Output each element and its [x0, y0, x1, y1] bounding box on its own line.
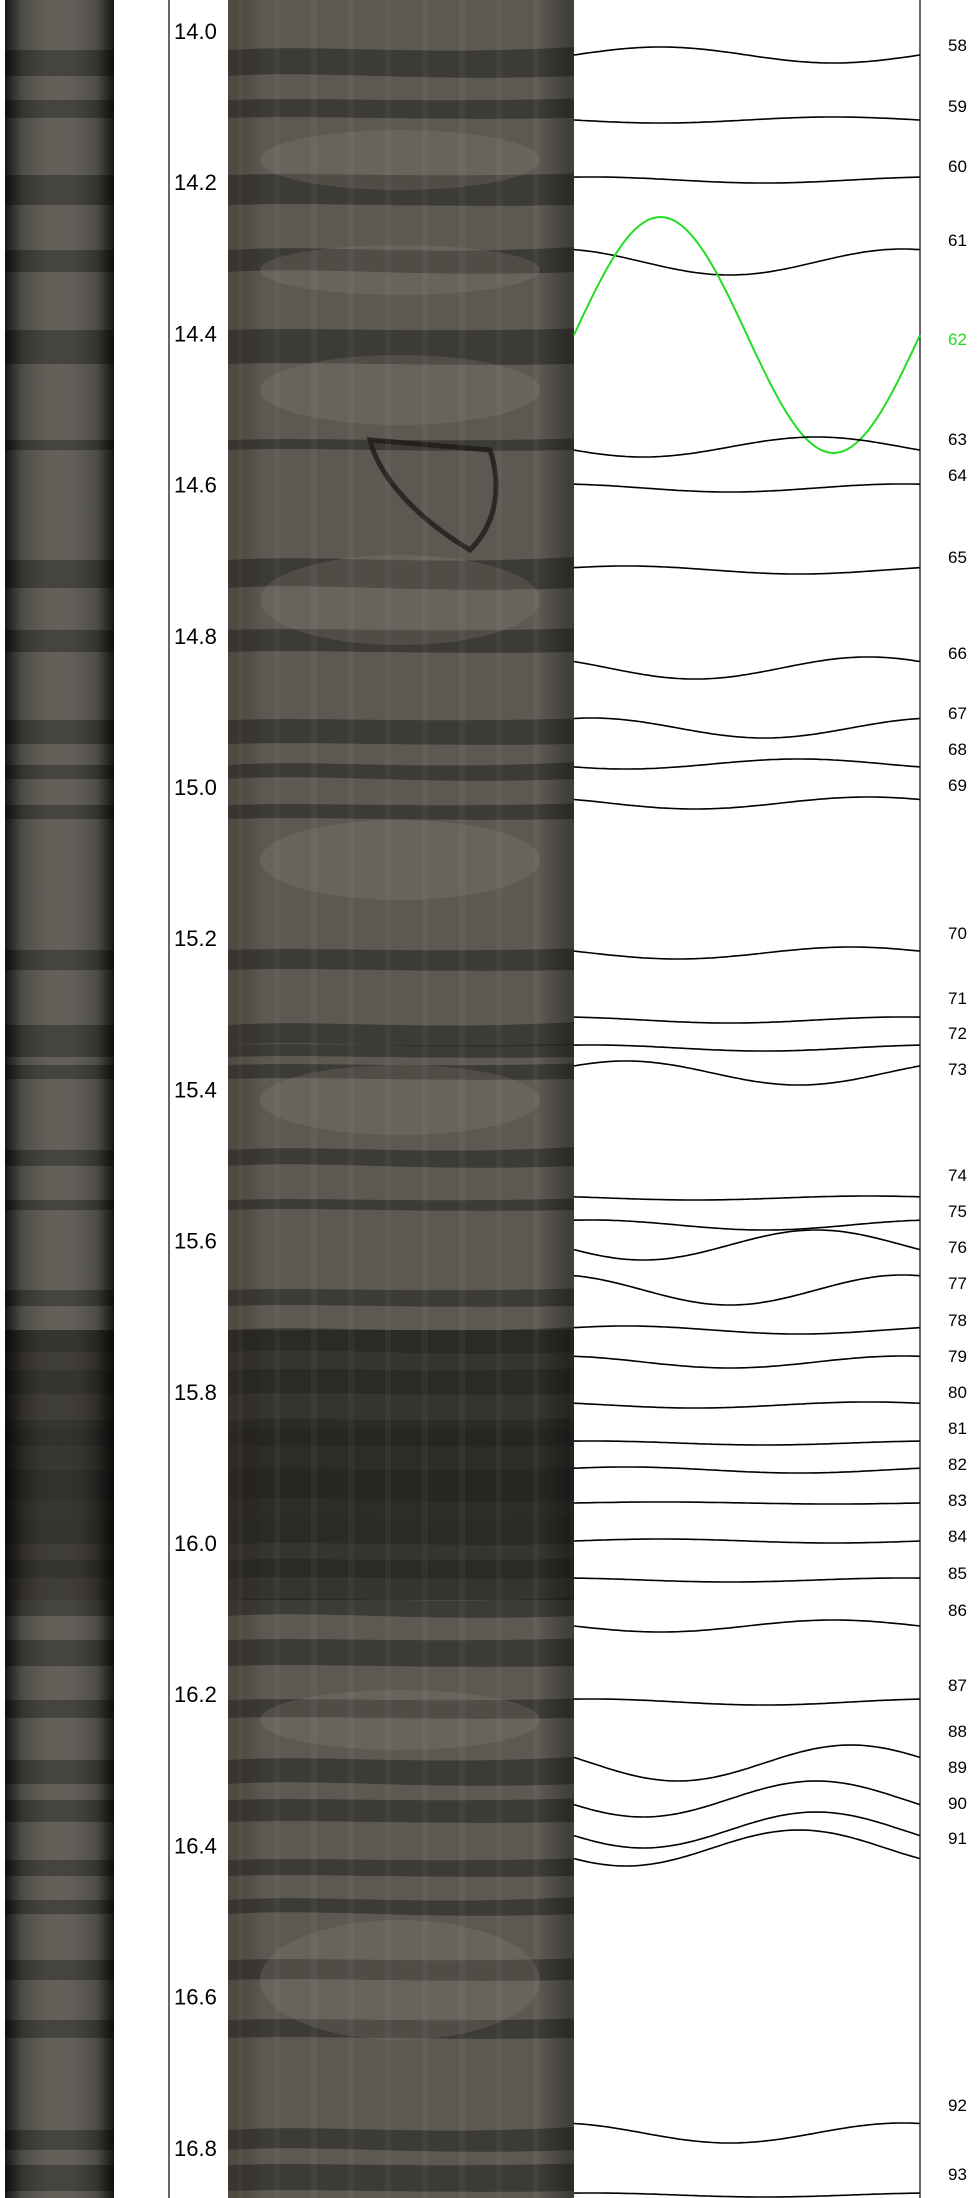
depth-label: 15.8	[174, 1380, 217, 1405]
depth-axis: 14.0 14.2 14.4 14.6 14.8 15.0 15.2 15.4 15.6 15.8…	[168, 0, 217, 2198]
trace-line[interactable]	[573, 1829, 921, 1867]
trace-label: 61	[948, 231, 967, 250]
depth-label: 15.4	[174, 1077, 217, 1102]
trace-line[interactable]	[573, 1355, 921, 1369]
trace-label: 87	[948, 1676, 967, 1695]
trace-line[interactable]	[573, 46, 921, 64]
trace-label: 91	[948, 1829, 967, 1848]
trace-line[interactable]	[573, 2122, 921, 2144]
trace-line[interactable]	[573, 1060, 921, 1086]
trace-line[interactable]	[574, 176, 921, 184]
trace-line[interactable]	[573, 565, 921, 575]
trace-label: 92	[948, 2096, 967, 2115]
trace-line[interactable]	[573, 116, 921, 124]
trace-label: 74	[948, 1166, 967, 1185]
trace-label: 82	[948, 1455, 967, 1474]
trace-line[interactable]	[574, 1440, 921, 1446]
trace-label: 72	[948, 1024, 967, 1043]
depth-label: 15.2	[174, 926, 217, 951]
trace-line[interactable]	[574, 2192, 921, 2198]
core-image-main	[228, 0, 576, 2198]
trace-line[interactable]	[573, 1401, 921, 1409]
depth-label: 16.4	[174, 1833, 217, 1858]
trace-label: 60	[948, 157, 967, 176]
trace-label: 59	[948, 97, 967, 116]
trace-label: 83	[948, 1491, 967, 1510]
trace-line[interactable]	[573, 248, 921, 276]
trace-line[interactable]	[573, 436, 921, 458]
trace-line[interactable]	[573, 1811, 921, 1849]
trace-label: 64	[948, 466, 967, 485]
trace-label: 70	[948, 924, 967, 943]
depth-label: 15.6	[174, 1229, 217, 1254]
trace-line[interactable]	[573, 1274, 921, 1306]
depth-label: 14.4	[174, 321, 217, 346]
depth-label: 14.8	[174, 624, 217, 649]
trace-line[interactable]	[573, 1466, 921, 1474]
trace-label: 77	[948, 1274, 967, 1293]
depth-label: 16.8	[174, 2136, 217, 2161]
trace-label: 88	[948, 1722, 967, 1741]
trace-panel: 58 59 60 61 62 63 64 65 66 67 68 69 70 71 72 73 74 75 76 77…	[573, 0, 967, 2198]
trace-line[interactable]	[573, 1219, 921, 1231]
trace-label: 89	[948, 1758, 967, 1777]
trace-line[interactable]	[573, 758, 921, 770]
trace-line[interactable]	[573, 1780, 921, 1818]
trace-line[interactable]	[574, 1044, 921, 1052]
trace-line[interactable]	[573, 1577, 920, 1583]
trace-label: 68	[948, 740, 967, 759]
depth-label: 16.2	[174, 1682, 217, 1707]
trace-line[interactable]	[573, 1744, 921, 1782]
depth-label: 14.2	[174, 170, 217, 195]
trace-line[interactable]	[573, 1501, 921, 1505]
trace-line[interactable]	[573, 656, 921, 680]
trace-label: 62	[948, 330, 967, 349]
trace-line[interactable]	[573, 1619, 921, 1633]
depth-label: 14.6	[174, 473, 217, 498]
trace-label: 80	[948, 1383, 967, 1402]
trace-label: 71	[948, 989, 967, 1008]
trace-line[interactable]	[573, 1016, 920, 1024]
trace-line[interactable]	[573, 946, 921, 960]
trace-label: 63	[948, 430, 967, 449]
trace-label: 93	[948, 2165, 967, 2184]
depth-label: 15.0	[174, 775, 217, 800]
depth-label: 16.0	[174, 1531, 217, 1556]
trace-label: 79	[948, 1347, 967, 1366]
trace-label: 66	[948, 644, 967, 663]
trace-label: 76	[948, 1238, 967, 1257]
trace-label: 73	[948, 1060, 967, 1079]
trace-label: 78	[948, 1311, 967, 1330]
trace-label: 67	[948, 704, 967, 723]
trace-line[interactable]	[574, 1698, 921, 1706]
trace-line[interactable]	[573, 215, 921, 455]
trace-line[interactable]	[573, 1538, 921, 1544]
core-image-narrow	[5, 0, 114, 2198]
trace-label: 81	[948, 1419, 967, 1438]
trace-line[interactable]	[573, 1229, 921, 1261]
depth-label: 14.0	[174, 19, 217, 44]
trace-label: 85	[948, 1564, 967, 1583]
trace-label: 90	[948, 1794, 967, 1813]
trace-label: 65	[948, 548, 967, 567]
trace-label: 75	[948, 1202, 967, 1221]
trace-label: 86	[948, 1601, 967, 1620]
trace-line[interactable]	[573, 1195, 921, 1201]
trace-line[interactable]	[573, 717, 921, 739]
trace-label: 84	[948, 1527, 967, 1546]
trace-label: 69	[948, 776, 967, 795]
depth-label: 16.6	[174, 1985, 217, 2010]
trace-line[interactable]	[573, 796, 921, 810]
trace-label: 58	[948, 36, 967, 55]
trace-line[interactable]	[573, 1325, 921, 1335]
trace-line[interactable]	[573, 483, 921, 493]
